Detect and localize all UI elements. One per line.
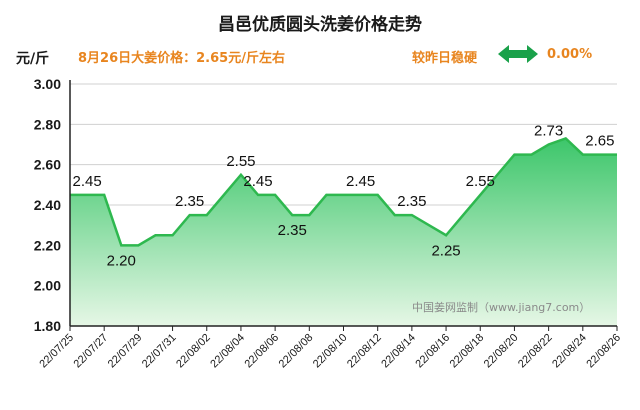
data-label: 2.25	[431, 242, 460, 259]
x-tick-label: 22/08/16	[413, 332, 452, 371]
x-tick-labels: 22/07/2522/07/2722/07/2922/07/3122/08/02…	[37, 326, 623, 370]
x-tick-label: 22/08/18	[448, 332, 487, 371]
data-label: 2.45	[346, 173, 375, 190]
chart-title: 昌邑优质圆头洗姜价格走势	[218, 15, 422, 35]
price-line	[70, 137, 617, 247]
data-label: 2.65	[585, 133, 614, 150]
y-tick-label: 3.00	[34, 76, 61, 92]
data-label: 2.35	[278, 222, 307, 239]
data-labels: 2.45 2.20 2.35 2.55 2.45 2.35 2.45 2.35 2.25 2.55…	[72, 123, 614, 270]
compare-value: 0.00%	[547, 47, 593, 62]
x-tick-label: 22/07/27	[72, 332, 111, 371]
x-tick-label: 22/07/25	[37, 332, 76, 371]
y-tick-label: 2.80	[34, 116, 61, 132]
x-tick-label: 22/08/24	[550, 332, 589, 371]
price-note: 8月26日大姜价格：2.65元/斤左右	[78, 51, 285, 66]
y-tick-label: 2.40	[34, 197, 61, 213]
y-axis-unit: 元/斤	[16, 51, 50, 67]
x-tick-label: 22/08/10	[311, 332, 350, 371]
y-tick-label: 2.60	[34, 157, 61, 173]
x-tick-label: 22/08/02	[174, 332, 213, 371]
data-label: 2.45	[243, 173, 272, 190]
data-label: 2.35	[175, 193, 204, 210]
x-tick-label: 22/08/20	[482, 332, 521, 371]
data-label: 2.45	[72, 173, 101, 190]
data-label: 2.35	[397, 193, 426, 210]
price-area	[70, 138, 617, 326]
data-label: 2.73	[534, 123, 563, 140]
compare-label: 较昨日稳硬	[412, 51, 478, 66]
x-tick-label: 22/08/14	[379, 332, 418, 371]
watermark: 中国姜网监制（www.jiang7.com）	[412, 301, 591, 314]
data-label: 2.55	[226, 153, 255, 170]
data-label: 2.55	[466, 173, 495, 190]
data-label: 2.20	[107, 252, 136, 269]
x-tick-label: 22/08/08	[277, 332, 316, 371]
y-tick-label: 2.20	[34, 237, 61, 253]
y-tick-label: 1.80	[34, 318, 61, 334]
double-arrow-icon	[498, 45, 538, 63]
x-tick-label: 22/07/29	[106, 332, 145, 371]
x-tick-label: 22/08/06	[242, 332, 281, 371]
x-tick-label: 22/08/22	[516, 332, 555, 371]
x-tick-label: 22/08/26	[584, 332, 623, 371]
x-tick-label: 22/08/04	[208, 332, 247, 371]
x-tick-label: 22/08/12	[345, 332, 384, 371]
y-tick-labels: 1.80 2.00 2.20 2.40 2.60 2.80 3.00	[34, 76, 61, 334]
x-tick-label: 22/07/31	[140, 332, 179, 371]
y-tick-label: 2.00	[34, 278, 61, 294]
